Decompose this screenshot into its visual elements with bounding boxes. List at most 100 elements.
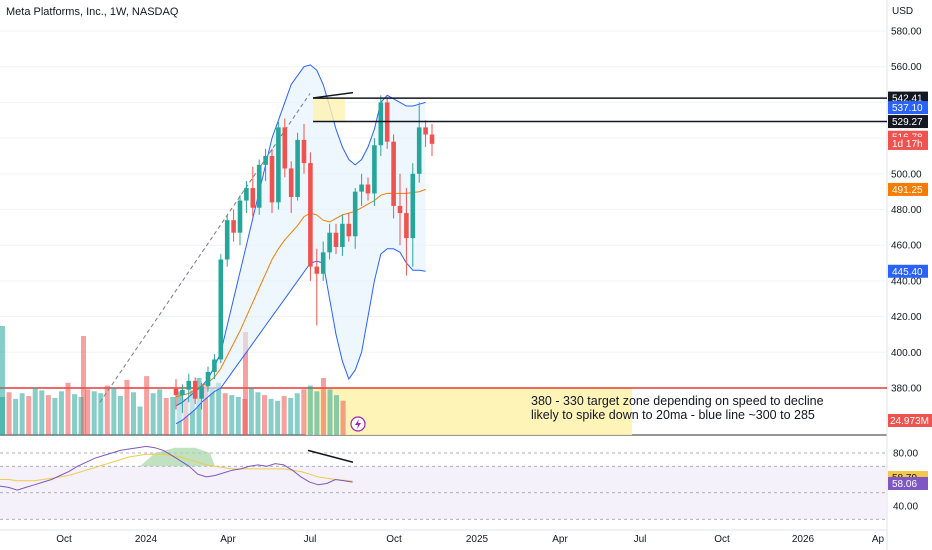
rsi-tag-bg — [888, 476, 928, 490]
candle-body — [282, 127, 288, 169]
candle-body — [263, 155, 268, 165]
candle-body — [391, 141, 396, 206]
rsi-tick-label: 80.00 — [893, 449, 918, 460]
ma20-line — [175, 188, 426, 398]
candle-body — [288, 168, 294, 198]
volume-bar — [157, 389, 163, 435]
time-tick-label: 2024 — [135, 534, 158, 545]
volume-bar — [32, 387, 38, 435]
volume-bar — [131, 392, 136, 435]
price-tag-label: 537.10 — [892, 103, 923, 114]
volume-bar — [104, 385, 110, 435]
volume-bar — [307, 385, 313, 435]
candle-body — [199, 386, 204, 399]
volume-bar — [196, 378, 202, 435]
candle-body — [372, 145, 377, 194]
price-tag-horizontal_line: 529.27 — [888, 115, 928, 129]
candle-body — [256, 164, 262, 208]
candle-body — [173, 388, 179, 396]
volume-bar — [203, 385, 209, 435]
time-tick-label: Oct — [386, 534, 402, 545]
price-tag-countdown: 1d 17h — [888, 136, 928, 150]
candle-body — [192, 380, 198, 399]
volume-bar — [144, 376, 150, 435]
volume-bar — [301, 389, 307, 435]
volume-bar — [58, 391, 64, 435]
target-zone-annotation: 380 - 330 target zone depending on speed… — [531, 394, 824, 422]
candle-body — [333, 232, 339, 247]
annotation-line-1: 380 - 330 target zone depending on speed… — [531, 394, 824, 408]
rsi-tick-label: 40.00 — [893, 502, 918, 513]
candle-body — [301, 139, 307, 164]
time-tick-label: Jul — [634, 534, 647, 545]
volume-bar — [288, 397, 294, 435]
volume-bar — [216, 382, 222, 435]
volume-tag-bg — [888, 414, 932, 427]
volume-bar — [91, 391, 97, 435]
time-tick-label: Oct — [56, 534, 72, 545]
currency-label: USD — [892, 6, 914, 17]
volume-bar — [117, 396, 123, 435]
volume-bar — [45, 395, 51, 435]
volume-bar — [235, 397, 241, 435]
time-tick-label: 2025 — [466, 534, 489, 545]
volume-bar — [248, 387, 254, 435]
candle-body — [276, 127, 281, 203]
candle-body — [346, 223, 352, 237]
volume-bar — [262, 395, 267, 435]
volume-bar — [255, 392, 261, 435]
divergence-line-rsi — [307, 449, 354, 463]
volume-bar — [124, 379, 130, 435]
volume-bar — [294, 393, 300, 435]
candle-body — [186, 380, 192, 390]
volume-bar — [229, 395, 235, 435]
volume-bar — [170, 397, 176, 435]
candle-body — [352, 191, 358, 237]
time-tick-label: 2026 — [792, 534, 815, 545]
price-tick-label: 420.00 — [891, 312, 922, 323]
price-tick-label: 500.00 — [891, 169, 922, 180]
candle-body — [320, 252, 326, 274]
candle-body — [212, 359, 217, 372]
annotation-line-2: likely to spike down to 20ma - blue line… — [531, 408, 815, 422]
candle-body — [237, 200, 243, 233]
candle-body — [314, 266, 320, 274]
candle-body — [378, 102, 384, 146]
rsi-ma-line — [0, 453, 353, 482]
volume-bar — [150, 393, 156, 435]
lightning-icon — [355, 419, 361, 429]
volume-bar — [39, 390, 45, 435]
trendline-dashed — [99, 93, 311, 403]
highlight-box — [313, 98, 345, 122]
volume-bar — [13, 398, 19, 435]
volume-bar — [243, 332, 248, 435]
volume-bar — [52, 397, 58, 435]
candle-body — [327, 232, 332, 253]
volume-bar — [19, 393, 25, 435]
candle-body — [397, 205, 403, 214]
time-tick-label: Ap — [872, 534, 885, 545]
candle-body — [250, 188, 256, 208]
candle-body — [340, 223, 345, 247]
candle-body — [423, 127, 428, 135]
candle-body — [295, 139, 300, 198]
candle-body — [429, 134, 435, 144]
candle-body — [416, 127, 422, 174]
rsi-tag-label: 58.06 — [892, 479, 917, 490]
candle-body — [269, 155, 275, 203]
candle-body — [410, 173, 416, 239]
price-tag-bg — [888, 136, 928, 150]
candle-body — [308, 163, 313, 267]
volume-bar — [189, 390, 195, 435]
price-tick-label: 580.00 — [891, 27, 922, 38]
volume-bar — [334, 395, 340, 435]
candle-body — [205, 371, 211, 387]
price-tag-bg — [888, 264, 928, 278]
price-tag-label: 542.41 — [892, 94, 923, 105]
volume-tag: 24.973M — [888, 414, 932, 427]
volume-bar — [320, 378, 326, 435]
chart-title: Meta Platforms, Inc., 1W, NASDAQ — [6, 6, 179, 18]
price-tag-bg — [888, 115, 928, 129]
time-tick-label: Jul — [304, 534, 317, 545]
